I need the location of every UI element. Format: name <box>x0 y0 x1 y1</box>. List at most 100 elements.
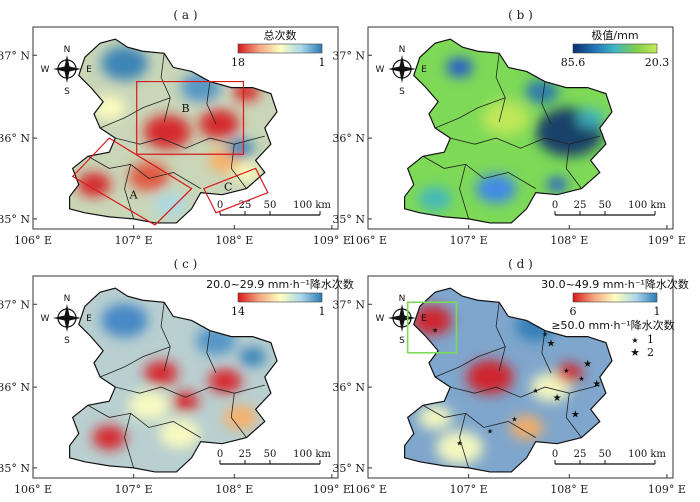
compass-w: W <box>41 314 50 324</box>
region-outline <box>404 38 613 224</box>
x-tick-label: 107° E <box>450 483 488 496</box>
legend: 极值/mm 85.6 20.3 <box>561 28 670 69</box>
county-boundary <box>459 164 470 220</box>
scale-label: 50 <box>599 200 612 211</box>
legend: 总次数 18 1 <box>231 28 326 69</box>
county-boundary <box>230 144 247 189</box>
legend-min: 18 <box>231 56 245 69</box>
field-blob <box>525 79 559 104</box>
panel-c: ( c ) 106° E 107° E 108° E 109° E 37° N 36° N 3… <box>0 257 354 496</box>
station-star-icon: ★ <box>592 379 601 390</box>
county-boundary <box>160 302 171 372</box>
legend-title: 20.0~29.9 mm·h⁻¹降水次数 <box>206 277 354 291</box>
panel-b: ( b ) 106° E 107° E 108° E 109° E 37° N 36° N 3… <box>332 8 686 247</box>
stars-legend-title: ≥50.0 mm·h⁻¹降水次数 <box>551 318 674 332</box>
compass-icon: N S W E <box>376 45 428 97</box>
station-star-icon: ★ <box>563 367 569 375</box>
region-box-a <box>71 137 193 226</box>
region-label: A <box>129 189 139 202</box>
legend-title: 极值/mm <box>591 28 638 42</box>
y-tick-label: 37° N <box>0 49 30 62</box>
county-boundary <box>206 81 217 125</box>
county-boundary <box>230 393 247 438</box>
county-boundary <box>206 330 217 374</box>
station-star-icon: ★ <box>487 428 493 436</box>
x-tick-label: 106° E <box>349 483 387 496</box>
compass-n: N <box>64 45 71 55</box>
y-tick-label: 35° N <box>0 462 30 475</box>
legend-max: 1 <box>319 305 326 318</box>
field-blob <box>509 415 544 440</box>
map-area <box>69 288 277 472</box>
compass-e: E <box>421 65 427 75</box>
region-box-b <box>136 80 245 155</box>
legend-max: 20.3 <box>645 56 670 69</box>
legend-min: 85.6 <box>561 56 586 69</box>
compass-e: E <box>421 314 427 324</box>
x-tick-label: 108° E <box>550 483 588 496</box>
x-tick-label: 106° E <box>14 234 52 247</box>
star-legend-label: 1 <box>647 333 654 346</box>
field-blob <box>101 303 148 338</box>
legend-max: 1 <box>654 305 661 318</box>
field-blob <box>418 186 452 211</box>
station-star-icon: ★ <box>553 393 562 404</box>
compass-s: S <box>64 87 70 97</box>
field-layer <box>418 57 605 211</box>
compass-w: W <box>376 314 385 324</box>
y-tick-label: 37° N <box>0 298 30 311</box>
field-blob <box>481 100 529 135</box>
legend-colorbar <box>237 43 323 54</box>
region-outline <box>68 38 278 224</box>
scale-label: 25 <box>574 449 587 460</box>
region-box-c <box>202 167 269 214</box>
panel-a: ( a ) 106° E 107° E 108° E 109° E 37° N 36° N 3… <box>0 8 351 247</box>
x-tick-label: 109° E <box>648 483 686 496</box>
compass-icon: N S W E <box>41 45 93 97</box>
county-boundary <box>434 346 506 378</box>
station-star-icon: ★ <box>456 440 462 448</box>
field-blob <box>172 391 199 411</box>
legend-title: 30.0~49.9 mm·h⁻¹降水次数 <box>541 277 689 291</box>
region-label: C <box>224 181 232 194</box>
scale-label: 0 <box>217 449 223 460</box>
y-tick-label: 36° N <box>0 381 30 394</box>
station-star-icon: ★ <box>432 327 438 335</box>
star-icon: ★ <box>631 336 638 345</box>
field-blob <box>239 347 267 367</box>
county-boundary <box>565 144 582 189</box>
star-icon: ★ <box>630 346 640 359</box>
compass-n: N <box>64 294 71 304</box>
field-blob <box>101 46 148 81</box>
county-boundary <box>495 53 506 123</box>
field-blob <box>226 138 254 158</box>
y-tick-label: 37° N <box>332 49 365 62</box>
compass-n: N <box>399 45 406 55</box>
county-boundary <box>87 404 201 438</box>
station-star-icon: ★ <box>533 387 539 395</box>
map-area <box>404 39 612 223</box>
field-layer <box>411 305 583 465</box>
scale-label: 0 <box>217 200 223 211</box>
x-tick-label: 107° E <box>115 234 153 247</box>
field-blob <box>77 172 111 197</box>
compass-needle <box>388 315 416 321</box>
compass-e: E <box>86 65 92 75</box>
field-blob <box>555 363 583 383</box>
scale-bar: 0 25 50 100 km <box>217 200 331 216</box>
legend-min: 6 <box>570 305 577 318</box>
station-star-icon: ★ <box>542 331 548 339</box>
station-star-icon: ★ <box>511 415 517 423</box>
scale-label: 0 <box>552 200 558 211</box>
scale-label: 50 <box>264 200 277 211</box>
field-layer <box>92 303 267 450</box>
field-blob <box>198 109 240 139</box>
legend-title: 总次数 <box>264 28 297 42</box>
scale-label: 25 <box>239 449 252 460</box>
station-star-icon: ★ <box>547 339 556 350</box>
scale-label: 100 km <box>628 200 666 211</box>
compass-icon: N S W E <box>41 294 93 346</box>
scale-label: 100 km <box>628 449 666 460</box>
